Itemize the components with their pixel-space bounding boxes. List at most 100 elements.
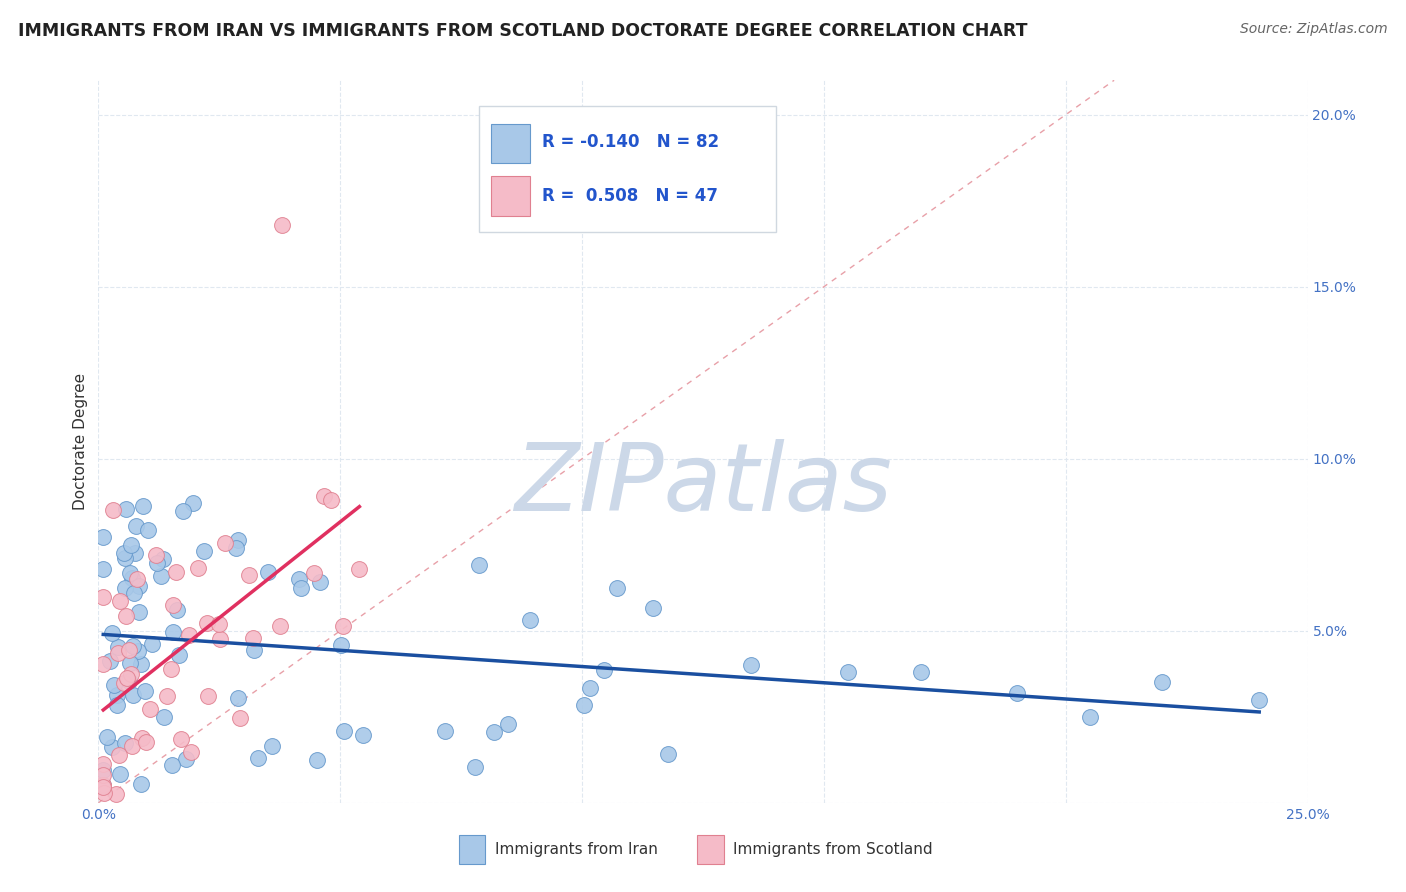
Point	[172, 504, 194, 518]
Point	[482, 724, 505, 739]
Point	[496, 717, 519, 731]
Point	[1078, 710, 1101, 724]
Point	[149, 569, 172, 583]
FancyBboxPatch shape	[492, 177, 530, 216]
Point	[134, 683, 156, 698]
Point	[91, 778, 114, 792]
Point	[105, 688, 128, 702]
Text: ZIPatlas: ZIPatlas	[515, 440, 891, 531]
FancyBboxPatch shape	[492, 124, 530, 163]
Point	[226, 690, 249, 705]
Point	[187, 560, 209, 574]
Point	[304, 566, 326, 580]
Point	[167, 648, 190, 662]
Point	[247, 751, 270, 765]
Point	[910, 665, 932, 679]
Point	[307, 754, 329, 768]
Point	[309, 574, 332, 589]
Point	[118, 656, 141, 670]
Point	[91, 590, 114, 604]
Point	[135, 735, 157, 749]
Point	[572, 698, 595, 713]
Point	[352, 728, 374, 742]
Point	[225, 541, 247, 555]
Point	[139, 702, 162, 716]
Point	[256, 566, 278, 580]
Point	[262, 739, 284, 753]
Text: R = -0.140   N = 82: R = -0.140 N = 82	[543, 133, 720, 151]
Text: Immigrants from Scotland: Immigrants from Scotland	[734, 842, 932, 857]
FancyBboxPatch shape	[697, 835, 724, 864]
Point	[114, 735, 136, 749]
Point	[114, 581, 136, 595]
Point	[174, 751, 197, 765]
Point	[464, 759, 486, 773]
Point	[120, 566, 142, 580]
Point	[124, 546, 146, 560]
Point	[657, 747, 679, 761]
Point	[177, 628, 200, 642]
Point	[197, 689, 219, 703]
Point	[228, 710, 250, 724]
Point	[121, 571, 143, 585]
Point	[1007, 686, 1029, 700]
Point	[162, 625, 184, 640]
Point	[91, 757, 114, 772]
Point	[100, 625, 122, 640]
Point	[170, 732, 193, 747]
Point	[146, 556, 169, 570]
Point	[114, 551, 136, 566]
Point	[288, 572, 311, 586]
Point	[181, 496, 204, 510]
Point	[141, 636, 163, 650]
Point	[91, 778, 114, 792]
Point	[208, 616, 231, 631]
Point	[91, 561, 114, 575]
Point	[195, 616, 218, 631]
Point	[108, 593, 131, 607]
Point	[434, 723, 457, 738]
Point	[242, 631, 264, 645]
Point	[319, 493, 342, 508]
Point	[519, 613, 541, 627]
Text: IMMIGRANTS FROM IRAN VS IMMIGRANTS FROM SCOTLAND DOCTORATE DEGREE CORRELATION CH: IMMIGRANTS FROM IRAN VS IMMIGRANTS FROM …	[18, 22, 1028, 40]
Point	[120, 667, 142, 681]
Point	[155, 690, 177, 704]
Point	[226, 533, 249, 547]
Point	[91, 763, 114, 777]
Point	[101, 740, 124, 755]
Point	[193, 544, 215, 558]
Point	[333, 723, 356, 738]
Point	[108, 748, 131, 763]
Point	[740, 658, 762, 673]
Point	[314, 489, 336, 503]
Point	[166, 603, 188, 617]
Point	[269, 619, 291, 633]
Point	[115, 671, 138, 685]
Point	[112, 675, 135, 690]
Point	[107, 640, 129, 655]
Point	[643, 600, 665, 615]
Text: Immigrants from Iran: Immigrants from Iran	[495, 842, 658, 857]
Point	[107, 646, 129, 660]
Point	[103, 678, 125, 692]
Point	[127, 572, 149, 586]
Point	[118, 674, 141, 689]
Point	[180, 745, 202, 759]
Point	[120, 538, 142, 552]
Point	[112, 545, 135, 559]
FancyBboxPatch shape	[458, 835, 485, 864]
Point	[271, 218, 294, 232]
Point	[101, 503, 124, 517]
Point	[208, 632, 231, 647]
Point	[122, 586, 145, 600]
Point	[468, 558, 491, 572]
Point	[1152, 675, 1174, 690]
Point	[121, 739, 143, 753]
Point	[115, 502, 138, 516]
Y-axis label: Doctorate Degree: Doctorate Degree	[73, 373, 89, 510]
Point	[105, 698, 128, 712]
Point	[98, 653, 121, 667]
Point	[332, 619, 354, 633]
Point	[131, 776, 153, 790]
